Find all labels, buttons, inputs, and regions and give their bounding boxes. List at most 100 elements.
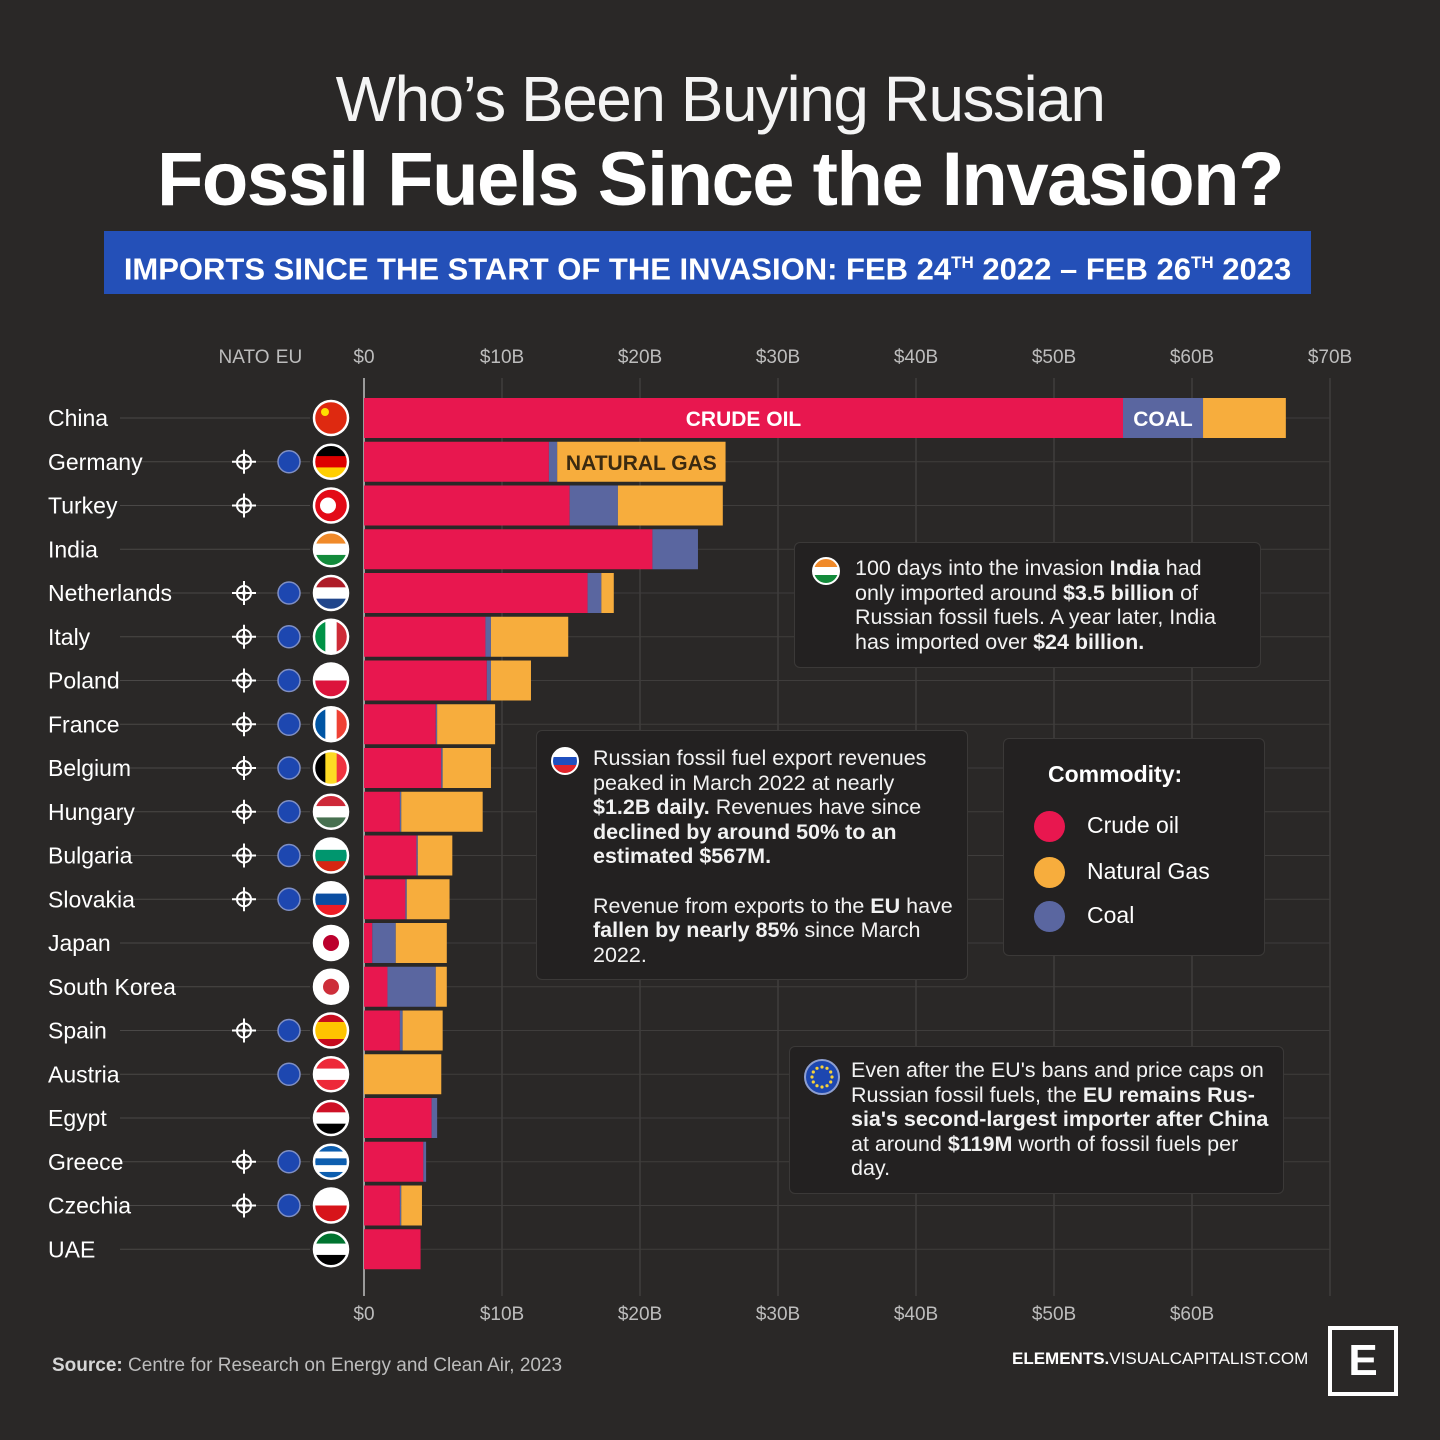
flag-icon-belgium — [314, 751, 348, 785]
country-label-austria: Austria — [48, 1061, 120, 1087]
eu-icon-bulgaria — [277, 843, 301, 868]
bar-slovakia-gas — [406, 879, 450, 920]
title-line-2: Fossil Fuels Since the Invasion? — [156, 137, 1285, 222]
bar-belgium-crude — [364, 748, 442, 788]
bar-turkey-coal — [569, 485, 618, 526]
bar-italy-coal — [485, 616, 491, 657]
flag-ring-germany — [312, 443, 350, 480]
flag-icon-czechia — [314, 1188, 348, 1223]
bar-italy-crude — [364, 616, 486, 657]
nato-icon-turkey — [232, 493, 256, 518]
country-label-egypt: Egypt — [48, 1105, 107, 1131]
bar-japan-gas — [395, 923, 447, 963]
india-text-1: 100 days into the invasion — [855, 556, 1110, 580]
flag-icon-uae — [314, 1232, 348, 1267]
brand-url[interactable]: ELEMENTS.VISUALCAPITALIST.COM — [1012, 1349, 1308, 1369]
country-label-netherlands: Netherlands — [48, 580, 172, 606]
country-label-italy: Italy — [48, 624, 91, 650]
bar-china-gas — [1203, 398, 1286, 438]
bar-poland-coal — [486, 660, 491, 701]
x-tick-top-4: $40B — [894, 347, 938, 368]
bar-belgium-gas — [442, 748, 491, 788]
eu-stars-icon — [810, 1065, 834, 1089]
brand-bold: ELEMENTS. — [1012, 1349, 1110, 1368]
bar-czechia-gas — [401, 1185, 422, 1226]
x-tick-top-0: $0 — [353, 347, 374, 368]
flag-icon-egypt — [314, 1101, 348, 1135]
nato-icon-france — [232, 712, 256, 737]
eu-icon-greece — [277, 1150, 301, 1174]
russia-text-5: since March 2022. — [593, 918, 921, 967]
bar-czechia-crude — [364, 1185, 400, 1226]
banner-text-a: IMPORTS SINCE THE START OF THE INVASION:… — [123, 251, 952, 287]
flag-ring-poland — [312, 662, 350, 699]
russia-para-2: Revenue from exports to the EU have fall… — [593, 894, 953, 968]
russia-text-2: Revenues have since — [709, 795, 922, 819]
country-label-poland: Poland — [48, 668, 120, 694]
banner-sup-1: TH — [951, 253, 974, 272]
eu-icon-italy — [277, 625, 301, 649]
x-tick-top-3: $30B — [756, 347, 800, 368]
bar-china-crude — [364, 398, 1123, 438]
bar-greece-crude — [364, 1141, 424, 1182]
bar-hungary-crude — [364, 791, 400, 832]
source-note: Source: Centre for Research on Energy an… — [52, 1355, 562, 1377]
bar-france-coal — [435, 704, 438, 745]
bar-india-coal — [652, 529, 698, 570]
flag-ring-spain — [312, 1012, 350, 1049]
flag-icon-poland — [314, 663, 348, 698]
x-tick-top-1: $10B — [480, 347, 524, 368]
bar-slovakia-coal — [405, 879, 407, 920]
nato-icon-spain — [232, 1018, 256, 1043]
eu-icon-austria — [277, 1062, 301, 1086]
country-label-greece: Greece — [48, 1149, 123, 1175]
legend-swatch-gas — [1034, 857, 1065, 889]
bar-label-crude-oil: CRUDE OIL — [686, 408, 802, 431]
x-tick-bottom-2: $20B — [618, 1304, 662, 1325]
flag-ring-india — [312, 531, 350, 568]
flag-icon-bulgaria — [314, 838, 348, 873]
india-flag-icon — [812, 557, 840, 585]
eu-icon-france — [277, 712, 301, 736]
flag-ring-egypt — [312, 1099, 350, 1137]
x-tick-top-6: $60B — [1170, 347, 1214, 368]
source-label: Source: — [52, 1355, 123, 1376]
legend-swatch-coal — [1034, 901, 1065, 933]
russia-text-b4: fallen by nearly 85% — [593, 918, 799, 942]
bar-germany-coal — [548, 441, 558, 482]
flag-icon-greece — [314, 1144, 348, 1179]
bar-czechia-coal — [399, 1185, 402, 1226]
x-tick-top-5: $50B — [1032, 347, 1076, 368]
india-text-b1: India — [1109, 556, 1160, 580]
legend-label-gas: Natural Gas — [1087, 858, 1210, 884]
bar-label-natural-gas: NATURAL GAS — [566, 452, 717, 475]
eu-flag-icon — [804, 1059, 840, 1095]
russia-text-3: Revenue from exports to the — [593, 893, 871, 918]
bar-south-korea-coal — [387, 966, 436, 1007]
flag-ring-greece — [312, 1143, 350, 1180]
title-line-1: Who’s Been Buying Russian — [335, 63, 1106, 135]
bar-hungary-coal — [399, 791, 402, 832]
eu-annotation: Even after the EU's bans and price caps … — [789, 1046, 1284, 1194]
bar-italy-gas — [490, 616, 569, 657]
russia-text-b2: declined by around 50% to an estimated $… — [593, 819, 897, 869]
country-label-hungary: Hungary — [48, 799, 135, 825]
russia-para-1: Russian fossil fuel export revenues peak… — [593, 746, 953, 869]
bar-greece-coal — [423, 1141, 427, 1182]
flag-icon-india — [314, 532, 348, 567]
x-tick-bottom-0: $0 — [353, 1304, 374, 1325]
brand-rest: VISUALCAPITALIST.COM — [1109, 1349, 1309, 1368]
country-label-india: India — [48, 536, 98, 562]
eu-icon-germany — [277, 450, 301, 474]
country-label-germany: Germany — [48, 449, 143, 475]
x-tick-bottom-3: $30B — [756, 1304, 800, 1325]
nato-icon-germany — [232, 449, 256, 474]
bar-france-crude — [364, 704, 436, 745]
eu-text-b2: $119M — [947, 1131, 1013, 1156]
flag-icon-hungary — [314, 794, 348, 829]
russia-annotation: Russian fossil fuel export revenues peak… — [536, 730, 968, 980]
flag-icon-austria — [314, 1057, 348, 1092]
bar-poland-gas — [490, 660, 531, 701]
x-tick-top-7: $70B — [1308, 347, 1352, 368]
